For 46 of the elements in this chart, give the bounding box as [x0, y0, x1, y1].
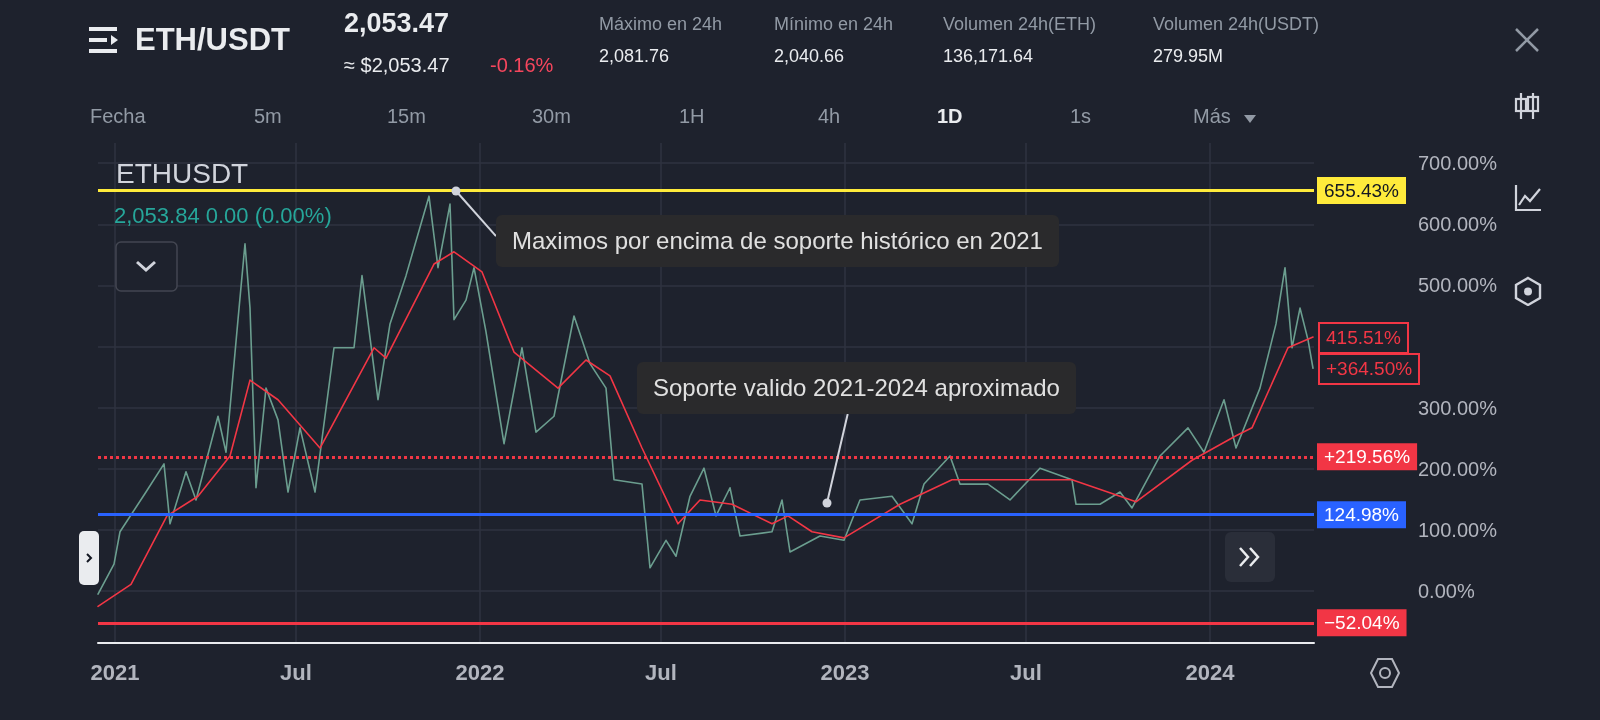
ref-line-label: +219.56%	[1324, 446, 1411, 468]
text: 1H	[679, 105, 705, 127]
chart-title: ETH/USDT	[135, 22, 290, 57]
text: 30m	[532, 105, 571, 127]
y-tick-label: 0.00%	[1418, 580, 1475, 603]
text: Volumen 24h(ETH)	[943, 14, 1097, 34]
text: 279.95M	[1153, 46, 1224, 66]
annotation: 2,053.84 0.00 (0.00%)	[114, 203, 332, 228]
x-tick-label: 2023	[820, 659, 870, 685]
y-tick-label: 300.00%	[1418, 396, 1498, 419]
annotation: ETHUSDT	[116, 158, 249, 189]
line-series	[97, 195, 1314, 595]
annotation: +364.50%	[1318, 353, 1421, 386]
x-tick-label: 2024	[1185, 659, 1236, 685]
text: 1s	[1070, 105, 1092, 127]
text: 15m	[387, 105, 426, 127]
x-tick-label: 2022	[455, 659, 505, 685]
text: 4h	[818, 105, 841, 127]
ref-line-label: −52.04%	[1324, 612, 1400, 634]
text: Mínimo en 24h	[774, 14, 894, 34]
text: 1D	[937, 105, 963, 127]
y-tick-label: 700.00%	[1418, 152, 1498, 175]
annotation: Soporte valido 2021-2024 aproximado	[637, 362, 1076, 414]
annotation: 415.51%	[1318, 322, 1410, 355]
text: 2,040.66	[774, 46, 845, 66]
text: ≈ $2,053.47	[344, 54, 450, 76]
x-tick-label: Jul	[645, 659, 677, 685]
text: -0.16%	[490, 54, 554, 76]
ref-line-label: 124.98%	[1324, 504, 1400, 526]
text: 5m	[254, 105, 282, 127]
text: Fecha	[90, 105, 146, 127]
x-tick-label: 2021	[90, 659, 140, 685]
y-tick-label: 500.00%	[1418, 274, 1498, 297]
y-tick-label: 100.00%	[1418, 518, 1498, 541]
chart-subtitle: 2,053.47	[344, 8, 450, 38]
text: Máximo en 24h	[599, 14, 723, 34]
y-tick-label: 200.00%	[1418, 457, 1498, 480]
text: Más	[1193, 105, 1231, 127]
x-tick-label: Jul	[280, 659, 312, 685]
text: Volumen 24h(USDT)	[1153, 14, 1320, 34]
y-tick-label: 600.00%	[1418, 213, 1498, 236]
x-tick-label: Jul	[1010, 659, 1042, 685]
text: 136,171.64	[943, 46, 1034, 66]
text: 2,081.76	[599, 46, 670, 66]
ref-line-label: 655.43%	[1324, 179, 1400, 201]
annotation: Maximos por encima de soporte histórico en 2021	[496, 215, 1059, 267]
